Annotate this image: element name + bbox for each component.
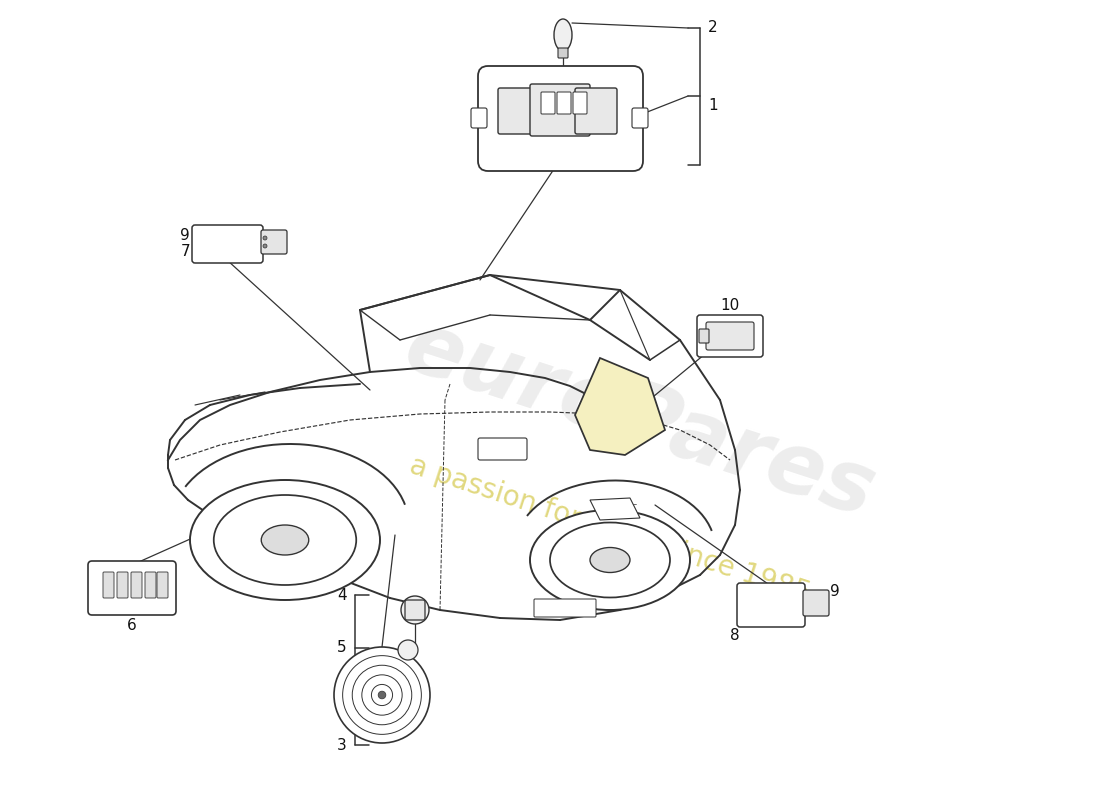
FancyBboxPatch shape [261,230,287,254]
Ellipse shape [190,480,380,600]
FancyBboxPatch shape [471,108,487,128]
Text: 3: 3 [338,738,346,753]
FancyBboxPatch shape [557,92,571,114]
FancyBboxPatch shape [706,322,754,350]
FancyBboxPatch shape [575,88,617,134]
Ellipse shape [550,522,670,598]
FancyBboxPatch shape [697,315,763,357]
FancyBboxPatch shape [145,572,156,598]
Text: 4: 4 [338,587,346,602]
Text: 9: 9 [830,585,839,599]
FancyBboxPatch shape [737,583,805,627]
FancyBboxPatch shape [541,92,556,114]
FancyBboxPatch shape [478,66,644,171]
Text: 7: 7 [180,245,190,259]
FancyBboxPatch shape [632,108,648,128]
Polygon shape [590,498,640,520]
Text: 2: 2 [708,21,717,35]
Ellipse shape [590,547,630,573]
Text: 5: 5 [338,641,346,655]
FancyBboxPatch shape [117,572,128,598]
FancyBboxPatch shape [573,92,587,114]
FancyBboxPatch shape [558,48,568,58]
Text: 1: 1 [708,98,717,113]
Circle shape [378,691,386,699]
FancyBboxPatch shape [803,590,829,616]
Ellipse shape [530,510,690,610]
FancyBboxPatch shape [498,88,542,134]
Polygon shape [575,358,666,455]
Circle shape [402,596,429,624]
Text: 9: 9 [180,229,190,243]
Text: euroPares: euroPares [395,305,886,535]
Circle shape [398,640,418,660]
Circle shape [263,236,267,240]
Circle shape [263,244,267,248]
FancyBboxPatch shape [103,572,114,598]
FancyBboxPatch shape [478,438,527,460]
FancyBboxPatch shape [157,572,168,598]
FancyBboxPatch shape [405,600,425,620]
FancyBboxPatch shape [534,599,596,617]
FancyBboxPatch shape [192,225,263,263]
Ellipse shape [262,525,309,555]
Text: 10: 10 [720,298,739,314]
FancyBboxPatch shape [131,572,142,598]
Text: a passion for parts since 1985: a passion for parts since 1985 [406,452,814,608]
FancyBboxPatch shape [530,84,590,136]
FancyBboxPatch shape [698,329,710,343]
Text: 8: 8 [730,629,740,643]
Ellipse shape [213,495,356,585]
Circle shape [334,647,430,743]
Text: 6: 6 [128,618,136,633]
Ellipse shape [554,19,572,51]
FancyBboxPatch shape [88,561,176,615]
